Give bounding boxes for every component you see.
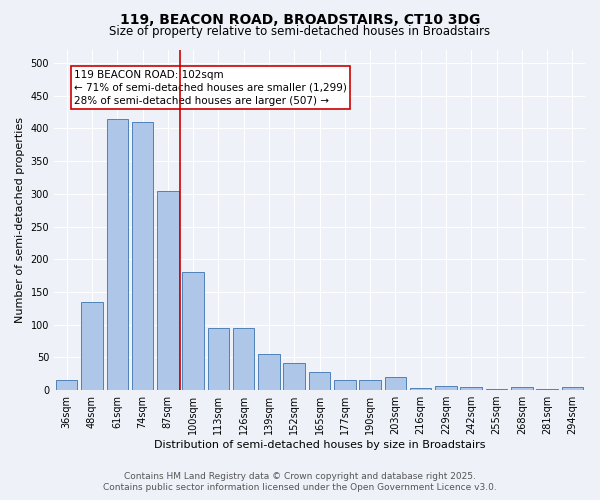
Bar bbox=[435, 386, 457, 390]
Bar bbox=[107, 118, 128, 390]
Bar bbox=[283, 362, 305, 390]
Bar bbox=[334, 380, 356, 390]
Text: Contains HM Land Registry data © Crown copyright and database right 2025.
Contai: Contains HM Land Registry data © Crown c… bbox=[103, 472, 497, 492]
Bar bbox=[81, 302, 103, 390]
Text: 119 BEACON ROAD: 102sqm
← 71% of semi-detached houses are smaller (1,299)
28% of: 119 BEACON ROAD: 102sqm ← 71% of semi-de… bbox=[74, 70, 347, 106]
Bar bbox=[258, 354, 280, 390]
Bar bbox=[157, 190, 179, 390]
X-axis label: Distribution of semi-detached houses by size in Broadstairs: Distribution of semi-detached houses by … bbox=[154, 440, 485, 450]
Bar bbox=[511, 387, 533, 390]
Bar bbox=[208, 328, 229, 390]
Text: Size of property relative to semi-detached houses in Broadstairs: Size of property relative to semi-detach… bbox=[109, 25, 491, 38]
Bar bbox=[233, 328, 254, 390]
Bar bbox=[359, 380, 381, 390]
Bar bbox=[309, 372, 330, 390]
Text: 119, BEACON ROAD, BROADSTAIRS, CT10 3DG: 119, BEACON ROAD, BROADSTAIRS, CT10 3DG bbox=[120, 12, 480, 26]
Y-axis label: Number of semi-detached properties: Number of semi-detached properties bbox=[15, 117, 25, 323]
Bar bbox=[460, 387, 482, 390]
Bar bbox=[182, 272, 204, 390]
Bar bbox=[410, 388, 431, 390]
Bar bbox=[56, 380, 77, 390]
Bar bbox=[132, 122, 153, 390]
Bar bbox=[385, 377, 406, 390]
Bar bbox=[562, 388, 583, 390]
